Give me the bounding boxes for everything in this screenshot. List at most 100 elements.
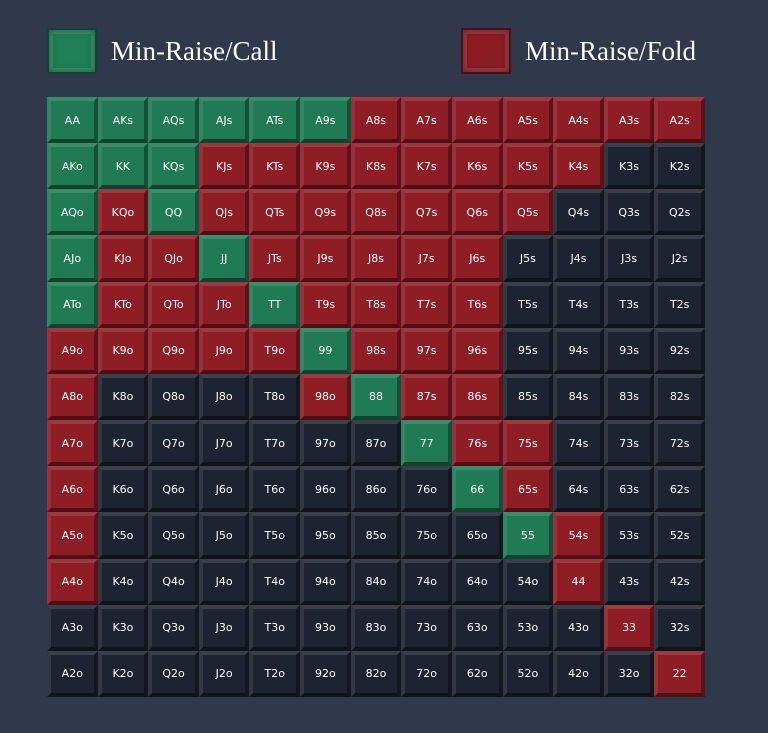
hand-cell[interactable]: 72s (654, 420, 705, 467)
hand-cell[interactable]: K5o (97, 512, 149, 559)
hand-cell[interactable]: AJs (198, 97, 250, 144)
hand-cell[interactable]: ATs (249, 97, 301, 144)
hand-cell[interactable]: T3s (603, 281, 655, 328)
hand-cell[interactable]: 83o (350, 604, 402, 651)
hand-cell[interactable]: 63o (451, 604, 503, 651)
hand-cell[interactable]: QTs (249, 189, 301, 236)
hand-cell[interactable]: K2s (654, 143, 705, 190)
hand-cell[interactable]: T2o (249, 650, 301, 697)
hand-cell[interactable]: K6s (451, 143, 503, 190)
hand-cell[interactable]: Q4o (148, 558, 199, 605)
hand-cell[interactable]: K4s (553, 143, 604, 190)
hand-cell[interactable]: J7o (198, 420, 250, 467)
hand-cell[interactable]: KTs (249, 143, 301, 190)
hand-cell[interactable]: Q7o (148, 420, 199, 467)
hand-cell[interactable]: 96o (300, 466, 351, 513)
hand-cell[interactable]: A6o (47, 466, 98, 513)
hand-cell[interactable]: 93s (603, 327, 655, 374)
hand-cell[interactable]: 97s (401, 327, 452, 374)
hand-cell[interactable]: J7s (401, 235, 452, 282)
hand-cell[interactable]: Q3o (148, 604, 199, 651)
hand-cell[interactable]: J8o (198, 373, 250, 421)
hand-cell[interactable]: Q8o (148, 373, 199, 421)
hand-cell[interactable]: QTo (148, 281, 199, 328)
hand-cell[interactable]: 86s (451, 373, 503, 421)
hand-cell[interactable]: A8o (47, 373, 98, 421)
hand-cell[interactable]: 63s (603, 466, 655, 513)
hand-cell[interactable]: K9o (97, 327, 149, 374)
hand-cell[interactable]: 74s (553, 420, 604, 467)
hand-cell[interactable]: Q6s (451, 189, 503, 236)
hand-cell[interactable]: 84o (350, 558, 402, 605)
hand-cell[interactable]: AKo (47, 143, 98, 190)
hand-cell[interactable]: 52o (502, 650, 554, 697)
hand-cell[interactable]: T8s (350, 281, 402, 328)
hand-cell[interactable]: KQs (148, 143, 199, 190)
hand-cell[interactable]: 62o (451, 650, 503, 697)
hand-cell[interactable]: JTs (249, 235, 301, 282)
hand-cell[interactable]: T7o (249, 420, 301, 467)
hand-cell[interactable]: Q2s (654, 189, 705, 236)
hand-cell[interactable]: KQo (97, 189, 149, 236)
hand-cell[interactable]: 22 (654, 650, 705, 697)
hand-cell[interactable]: 74o (401, 558, 452, 605)
hand-cell[interactable]: 32o (603, 650, 655, 697)
hand-cell[interactable]: 64o (451, 558, 503, 605)
hand-cell[interactable]: K3s (603, 143, 655, 190)
hand-cell[interactable]: 87s (401, 373, 452, 421)
hand-cell[interactable]: J4s (553, 235, 604, 282)
hand-cell[interactable]: J5s (502, 235, 554, 282)
hand-cell[interactable]: 94s (553, 327, 604, 374)
hand-cell[interactable]: A9o (47, 327, 98, 374)
hand-cell[interactable]: 98o (300, 373, 351, 421)
hand-cell[interactable]: 44 (553, 558, 604, 605)
hand-cell[interactable]: Q5s (502, 189, 554, 236)
hand-cell[interactable]: K7s (401, 143, 452, 190)
hand-cell[interactable]: T5s (502, 281, 554, 328)
hand-cell[interactable]: J3o (198, 604, 250, 651)
hand-cell[interactable]: 75o (401, 512, 452, 559)
hand-cell[interactable]: TT (249, 281, 301, 328)
hand-cell[interactable]: Q6o (148, 466, 199, 513)
hand-cell[interactable]: KTo (97, 281, 149, 328)
hand-cell[interactable]: K7o (97, 420, 149, 467)
hand-cell[interactable]: K2o (97, 650, 149, 697)
hand-cell[interactable]: 54o (502, 558, 554, 605)
hand-cell[interactable]: 95s (502, 327, 554, 374)
hand-cell[interactable]: JJ (198, 235, 250, 282)
hand-cell[interactable]: 33 (603, 604, 655, 651)
hand-cell[interactable]: K5s (502, 143, 554, 190)
hand-cell[interactable]: 99 (300, 327, 351, 374)
hand-cell[interactable]: J4o (198, 558, 250, 605)
hand-cell[interactable]: 92o (300, 650, 351, 697)
hand-cell[interactable]: 43s (603, 558, 655, 605)
hand-cell[interactable]: 87o (350, 420, 402, 467)
hand-cell[interactable]: T8o (249, 373, 301, 421)
hand-cell[interactable]: AQo (47, 189, 98, 236)
hand-cell[interactable]: 72o (401, 650, 452, 697)
hand-cell[interactable]: AKs (97, 97, 149, 144)
hand-cell[interactable]: K8s (350, 143, 402, 190)
hand-cell[interactable]: 53o (502, 604, 554, 651)
hand-cell[interactable]: A9s (300, 97, 351, 144)
hand-cell[interactable]: 62s (654, 466, 705, 513)
hand-cell[interactable]: ATo (47, 281, 98, 328)
hand-cell[interactable]: A2s (654, 97, 705, 144)
hand-cell[interactable]: Q3s (603, 189, 655, 236)
hand-cell[interactable]: QJo (148, 235, 199, 282)
hand-cell[interactable]: K4o (97, 558, 149, 605)
hand-cell[interactable]: A2o (47, 650, 98, 697)
hand-cell[interactable]: 76o (401, 466, 452, 513)
hand-cell[interactable]: J8s (350, 235, 402, 282)
hand-cell[interactable]: 52s (654, 512, 705, 559)
hand-cell[interactable]: K8o (97, 373, 149, 421)
hand-cell[interactable]: 83s (603, 373, 655, 421)
hand-cell[interactable]: T7s (401, 281, 452, 328)
hand-cell[interactable]: 42o (553, 650, 604, 697)
hand-cell[interactable]: AJo (47, 235, 98, 282)
hand-cell[interactable]: J2o (198, 650, 250, 697)
hand-cell[interactable]: Q4s (553, 189, 604, 236)
hand-cell[interactable]: 84s (553, 373, 604, 421)
hand-cell[interactable]: A4s (553, 97, 604, 144)
hand-cell[interactable]: J3s (603, 235, 655, 282)
